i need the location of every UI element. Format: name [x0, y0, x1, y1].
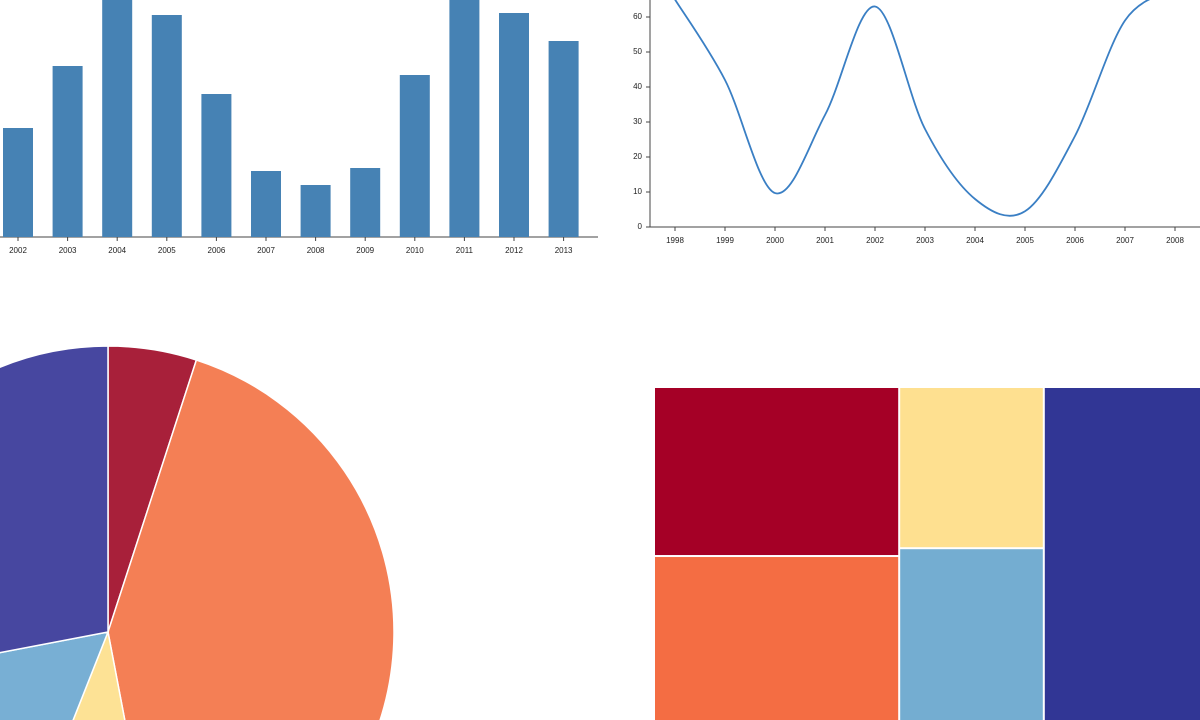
bar	[52, 66, 83, 237]
x-tick-label: 2001	[816, 236, 834, 245]
treemap-cell	[1044, 388, 1200, 720]
y-tick-label: 40	[633, 82, 642, 91]
bar	[548, 41, 579, 237]
y-tick-label: 20	[633, 152, 642, 161]
x-tick-label: 2000	[766, 236, 784, 245]
y-tick-label: 50	[633, 47, 642, 56]
treemap-cell	[655, 557, 899, 720]
bar	[449, 0, 480, 237]
x-tick-label: 2013	[555, 246, 573, 255]
x-tick-label: 2008	[307, 246, 325, 255]
x-tick-label: 2011	[456, 246, 474, 255]
bar	[350, 168, 381, 237]
bar	[102, 0, 133, 237]
y-tick-label: 30	[633, 117, 642, 126]
x-tick-label: 2005	[1016, 236, 1034, 245]
bar	[399, 75, 430, 237]
bar	[201, 94, 232, 237]
pie-slice	[0, 631, 110, 720]
x-tick-label: 1999	[716, 236, 734, 245]
y-tick-label: 10	[633, 187, 642, 196]
x-tick-label: 2010	[406, 246, 424, 255]
x-tick-label: 2007	[257, 246, 275, 255]
bar	[251, 171, 281, 237]
x-tick-label: 2005	[158, 246, 176, 255]
treemap-cell	[900, 549, 1043, 720]
y-tick-label: 0	[638, 222, 643, 231]
x-tick-label: 2009	[356, 246, 374, 255]
x-tick-label: 2007	[1116, 236, 1134, 245]
pie-slice	[107, 359, 395, 720]
x-tick-label: 1998	[666, 236, 684, 245]
x-tick-label: 2002	[866, 236, 884, 245]
bar	[151, 15, 182, 237]
treemap-cell	[655, 388, 899, 556]
pie-slice	[0, 345, 109, 654]
bar	[499, 13, 529, 237]
x-tick-label: 2003	[916, 236, 934, 245]
y-tick-label: 60	[633, 12, 642, 21]
x-tick-label: 2006	[208, 246, 226, 255]
x-tick-label: 2004	[108, 246, 126, 255]
x-tick-label: 2008	[1166, 236, 1184, 245]
x-tick-label: 2003	[59, 246, 77, 255]
line	[674, 0, 1151, 217]
x-tick-label: 2012	[505, 246, 523, 255]
bar	[3, 128, 33, 237]
bar	[300, 185, 331, 237]
x-tick-label: 2006	[1066, 236, 1084, 245]
x-tick-label: 2004	[966, 236, 984, 245]
treemap-cell	[900, 388, 1043, 548]
pie-slice	[72, 629, 126, 720]
x-tick-label: 2002	[9, 246, 27, 255]
